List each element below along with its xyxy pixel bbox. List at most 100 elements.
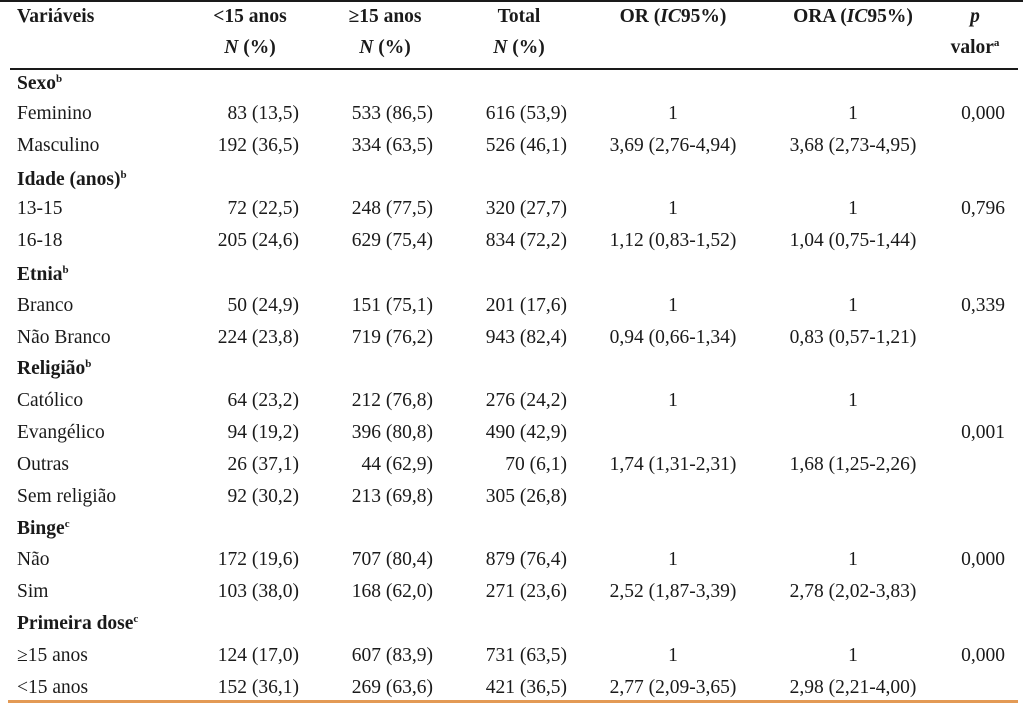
- cell-variable: Masculino: [17, 135, 100, 156]
- group-binge: Bingec: [17, 518, 70, 539]
- cell-variable: Sem religião: [17, 486, 117, 507]
- cell-lt15: 103 (38,0): [217, 581, 299, 602]
- cell-ge15: 396 (80,8): [351, 422, 433, 443]
- cell-total: 490 (42,9): [485, 422, 567, 443]
- cell-ge15: 212 (76,8): [351, 390, 433, 411]
- cell-ora: 2,98 (2,21-4,00): [789, 677, 917, 698]
- cell-total: 305 (26,8): [485, 486, 567, 507]
- header-total-sub: N (%): [493, 37, 545, 58]
- cell-lt15: 172 (19,6): [217, 549, 299, 570]
- cell-ora: 1: [848, 390, 858, 411]
- cell-variable: ≥15 anos: [17, 645, 88, 666]
- group-sexo: Sexob: [17, 73, 63, 94]
- cell-ora: 1,04 (0,75-1,44): [789, 230, 917, 251]
- cell-ora: 1: [848, 295, 858, 316]
- cell-or: 0,94 (0,66-1,34): [609, 327, 737, 348]
- cell-ge15: 269 (63,6): [351, 677, 433, 698]
- header-ge15-sub: N (%): [359, 37, 411, 58]
- header-ge15: ≥15 anos: [348, 6, 422, 27]
- cell-lt15: 192 (36,5): [217, 135, 299, 156]
- cell-ge15: 213 (69,8): [351, 486, 433, 507]
- cell-or: 3,69 (2,76-4,94): [609, 135, 737, 156]
- cell-variable: Evangélico: [17, 422, 105, 443]
- cell-or: 2,77 (2,09-3,65): [609, 677, 737, 698]
- cell-ora: 1: [848, 198, 858, 219]
- cell-variable: Não Branco: [17, 327, 111, 348]
- header-total: Total: [497, 6, 541, 27]
- bottom-rule: [8, 700, 1018, 703]
- cell-p-valor: 0,796: [961, 198, 1005, 219]
- cell-total: 70 (6,1): [505, 454, 567, 475]
- cell-variable: Sim: [17, 581, 49, 602]
- cell-lt15: 205 (24,6): [217, 230, 299, 251]
- cell-variable: Outras: [17, 454, 69, 475]
- cell-ge15: 629 (75,4): [351, 230, 433, 251]
- group-etnia: Etniab: [17, 264, 69, 285]
- header-p: p: [970, 6, 980, 27]
- cell-p-valor: 0,000: [961, 549, 1005, 570]
- group-primeira-dose: Primeira dosec: [17, 613, 139, 634]
- header-or: OR (IC95%): [619, 6, 727, 27]
- cell-lt15: 124 (17,0): [217, 645, 299, 666]
- cell-variable: 13-15: [17, 198, 63, 219]
- cell-ge15: 533 (86,5): [351, 103, 433, 124]
- cell-ora: 3,68 (2,73-4,95): [789, 135, 917, 156]
- top-rule: [0, 0, 1023, 2]
- cell-lt15: 64 (23,2): [227, 390, 300, 411]
- cell-total: 201 (17,6): [485, 295, 567, 316]
- group-idade: Idade (anos)b: [17, 169, 127, 190]
- header-rule: [10, 68, 1018, 70]
- cell-total: 943 (82,4): [485, 327, 567, 348]
- cell-or: 1: [668, 549, 678, 570]
- cell-lt15: 94 (19,2): [227, 422, 300, 443]
- cell-ora: 1,68 (1,25-2,26): [789, 454, 917, 475]
- cell-ge15: 168 (62,0): [351, 581, 433, 602]
- cell-or: 1: [668, 645, 678, 666]
- cell-ge15: 334 (63,5): [351, 135, 433, 156]
- cell-or: 1: [668, 295, 678, 316]
- header-p-sub: valora: [950, 37, 1000, 58]
- cell-or: 1: [668, 390, 678, 411]
- cell-p-valor: 0,001: [961, 422, 1005, 443]
- header-variaveis: Variáveis: [17, 6, 95, 27]
- header-lt15-sub: N (%): [224, 37, 276, 58]
- cell-total: 276 (24,2): [485, 390, 567, 411]
- header-ora: ORA (IC95%): [793, 6, 913, 27]
- cell-p-valor: 0,000: [961, 645, 1005, 666]
- cell-or: 1,12 (0,83-1,52): [609, 230, 737, 251]
- cell-lt15: 152 (36,1): [217, 677, 299, 698]
- cell-ora: 2,78 (2,02-3,83): [789, 581, 917, 602]
- cell-variable: Católico: [17, 390, 84, 411]
- cell-total: 320 (27,7): [485, 198, 567, 219]
- cell-total: 421 (36,5): [485, 677, 567, 698]
- cell-lt15: 224 (23,8): [217, 327, 299, 348]
- cell-lt15: 92 (30,2): [227, 486, 300, 507]
- cell-or: 2,52 (1,87-3,39): [609, 581, 737, 602]
- cell-total: 731 (63,5): [485, 645, 567, 666]
- cell-p-valor: 0,000: [961, 103, 1005, 124]
- cell-variable: Não: [17, 549, 50, 570]
- cell-total: 879 (76,4): [485, 549, 567, 570]
- cell-or: 1: [668, 198, 678, 219]
- group-religiao: Religiãob: [17, 358, 92, 379]
- cell-or: 1,74 (1,31-2,31): [609, 454, 737, 475]
- cell-total: 616 (53,9): [485, 103, 567, 124]
- cell-lt15: 26 (37,1): [227, 454, 300, 475]
- cell-ge15: 151 (75,1): [351, 295, 433, 316]
- cell-variable: Branco: [17, 295, 74, 316]
- cell-variable: Feminino: [17, 103, 92, 124]
- cell-ora: 1: [848, 103, 858, 124]
- cell-lt15: 50 (24,9): [227, 295, 300, 316]
- cell-ora: 1: [848, 645, 858, 666]
- cell-ge15: 248 (77,5): [351, 198, 433, 219]
- cell-variable: 16-18: [17, 230, 63, 251]
- cell-ge15: 707 (80,4): [351, 549, 433, 570]
- cell-ge15: 607 (83,9): [351, 645, 433, 666]
- cell-total: 526 (46,1): [485, 135, 567, 156]
- cell-p-valor: 0,339: [961, 295, 1005, 316]
- cell-lt15: 83 (13,5): [227, 103, 300, 124]
- cell-total: 834 (72,2): [485, 230, 567, 251]
- cell-ge15: 719 (76,2): [351, 327, 433, 348]
- cell-total: 271 (23,6): [485, 581, 567, 602]
